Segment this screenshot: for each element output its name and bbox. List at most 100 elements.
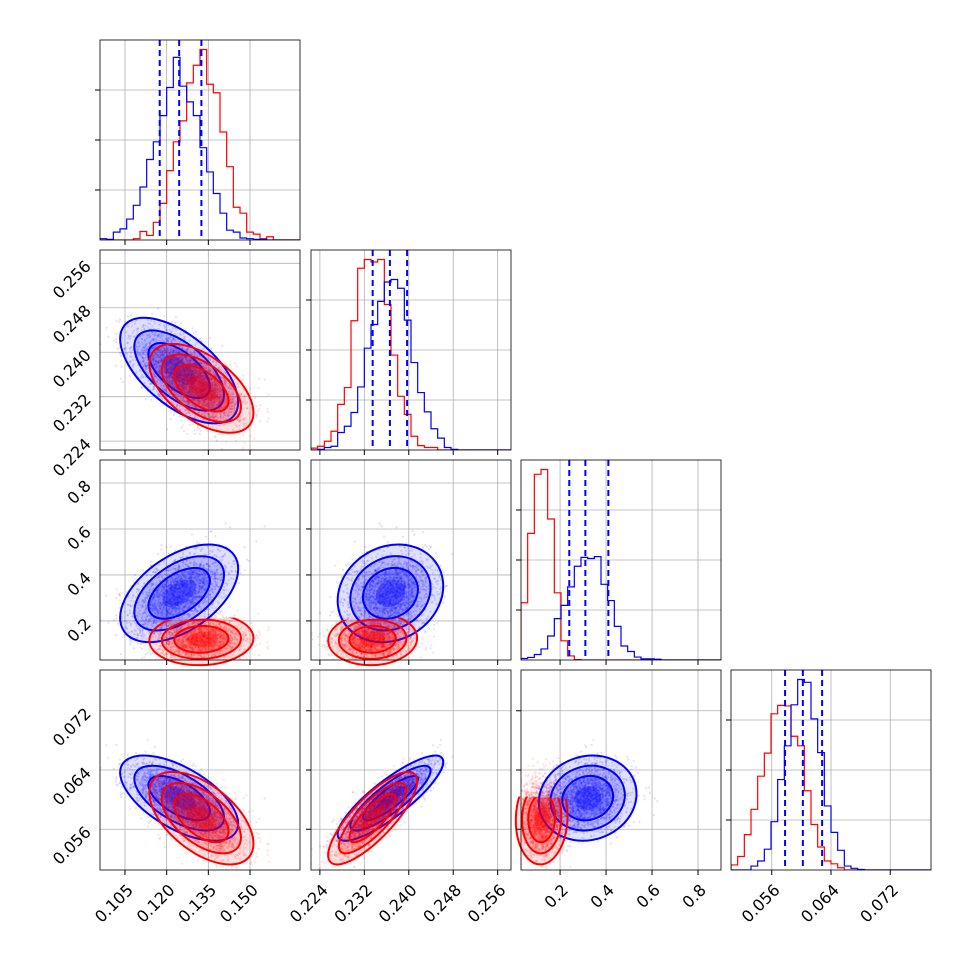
sample-point <box>189 374 193 377</box>
sample-point <box>169 360 172 364</box>
sample-point <box>202 383 205 387</box>
sample-point <box>175 393 178 396</box>
sample-point <box>128 361 132 364</box>
sample-point <box>177 350 180 353</box>
sample-point <box>184 366 187 369</box>
sample-point <box>151 346 154 350</box>
sample-point <box>161 359 164 362</box>
sample-point <box>202 381 205 384</box>
sample-point <box>186 366 189 370</box>
sample-point <box>257 386 260 389</box>
sample-point <box>183 374 187 377</box>
sample-point <box>160 354 163 357</box>
sample-point <box>210 383 213 386</box>
sample-point <box>139 342 142 345</box>
sample-point <box>195 342 198 345</box>
sample-point <box>191 386 194 389</box>
sample-point <box>178 356 181 360</box>
x-ticks <box>124 450 251 455</box>
sample-point <box>157 348 160 351</box>
sample-point <box>141 365 144 368</box>
sample-point <box>219 395 222 398</box>
sample-point <box>216 385 219 388</box>
sample-point <box>141 357 144 360</box>
sample-point <box>196 426 199 429</box>
sample-point <box>173 411 176 415</box>
sample-point <box>177 370 180 374</box>
sample-point <box>141 352 145 355</box>
sample-point <box>211 360 215 363</box>
sample-point <box>160 336 163 339</box>
y-tick-label: 0.248 <box>49 301 95 347</box>
sample-point <box>176 362 179 365</box>
sample-point <box>197 401 200 405</box>
sample-point <box>119 352 122 355</box>
sample-point <box>181 384 184 387</box>
sample-point <box>259 404 262 407</box>
sample-point <box>190 375 193 378</box>
sample-point <box>162 369 166 373</box>
sample-point <box>178 377 181 380</box>
y-tick-label: 0.240 <box>49 346 95 392</box>
sample-point <box>178 405 181 408</box>
sample-point <box>175 351 178 354</box>
sample-point <box>143 345 146 349</box>
sample-point <box>157 307 160 310</box>
x-ticks <box>95 89 251 245</box>
sample-point <box>180 419 183 422</box>
sample-point <box>170 357 174 360</box>
sample-point <box>195 375 198 378</box>
sample-point <box>214 388 218 392</box>
histogram-blue <box>100 56 300 240</box>
sample-point <box>167 362 170 365</box>
sample-point <box>223 382 227 385</box>
sample-point <box>196 382 200 385</box>
sample-point <box>173 363 176 367</box>
sample-point <box>138 345 141 348</box>
panel-0-0 <box>95 39 301 245</box>
sample-point <box>195 392 199 395</box>
sample-point <box>185 349 188 352</box>
sample-point <box>152 363 156 367</box>
sample-point <box>189 366 192 369</box>
sample-point <box>194 388 197 391</box>
sample-point <box>150 312 154 316</box>
sample-point <box>187 371 191 374</box>
sample-point <box>160 358 164 362</box>
sample-point <box>188 359 191 362</box>
sample-point <box>144 363 147 367</box>
sample-point <box>215 394 219 397</box>
sample-point <box>154 375 157 378</box>
sample-point <box>200 375 204 378</box>
sample-point <box>193 370 196 374</box>
sample-point <box>160 346 163 350</box>
sample-point <box>257 409 260 413</box>
sample-point <box>209 403 212 406</box>
sample-point <box>123 634 126 637</box>
sample-point <box>152 337 156 340</box>
sample-point <box>217 396 221 399</box>
sample-point <box>183 369 186 372</box>
sample-point <box>175 361 178 364</box>
sample-point <box>168 361 171 364</box>
sample-point <box>169 371 173 375</box>
sample-point <box>212 394 215 398</box>
sample-point <box>177 351 180 354</box>
sample-point <box>163 368 167 371</box>
sample-point <box>162 349 165 353</box>
sample-point <box>153 320 156 323</box>
sample-point <box>112 618 116 621</box>
sample-point <box>140 360 143 363</box>
sample-point <box>139 353 142 356</box>
sample-point <box>137 352 140 355</box>
sample-point <box>170 362 173 365</box>
sample-point <box>151 333 154 336</box>
sample-point <box>200 382 203 385</box>
sample-point <box>194 432 197 435</box>
sample-point <box>163 383 166 387</box>
sample-point <box>204 366 207 370</box>
sample-point <box>177 368 180 371</box>
sample-point <box>129 337 132 340</box>
sample-point <box>165 370 168 374</box>
